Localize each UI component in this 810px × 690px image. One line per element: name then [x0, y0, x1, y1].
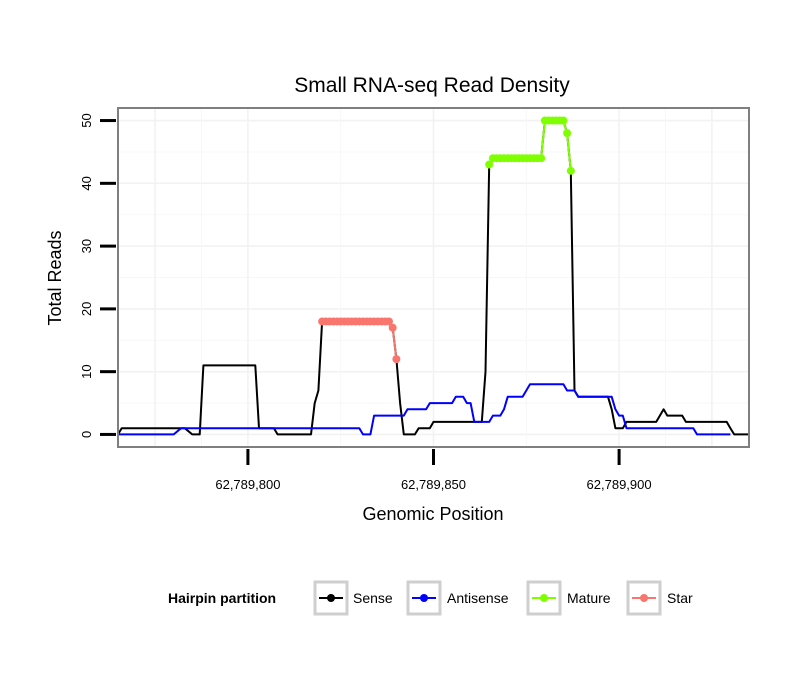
- x-tick-label: 62,789,850: [401, 477, 466, 492]
- legend-label-antisense: Antisense: [447, 590, 509, 606]
- legend-key-point: [327, 594, 335, 602]
- star-point: [384, 317, 393, 326]
- plot-panel-border: [117, 107, 750, 448]
- mature-point: [485, 160, 494, 169]
- chart-title: Small RNA-seq Read Density: [294, 74, 570, 97]
- mature-point: [537, 154, 546, 163]
- legend-label-star: Star: [667, 590, 693, 606]
- mature-line: [488, 119, 572, 171]
- antisense-line: [118, 383, 731, 436]
- series-mature: [485, 116, 575, 175]
- y-tick-label: 0: [79, 431, 94, 438]
- legend-label-sense: Sense: [353, 590, 393, 606]
- grid: [118, 108, 749, 447]
- axes: 0 10 20 30 40 50 62,789,800 62,789,850 62,789,90…: [79, 113, 652, 492]
- legend-entry-mature: Mature: [526, 580, 611, 616]
- legend-key-point: [540, 594, 548, 602]
- y-tick-label: 40: [79, 176, 94, 190]
- legend-title: Hairpin partition: [168, 590, 276, 606]
- mature-point: [559, 116, 568, 125]
- legend-entry-antisense: Antisense: [406, 580, 509, 616]
- star-point: [392, 355, 401, 364]
- star-point: [388, 323, 397, 332]
- series-area: [117, 116, 749, 436]
- legend: Hairpin partition Sense Antisense Mature St…: [168, 580, 693, 616]
- mature-point: [566, 166, 575, 175]
- x-tick-label: 62,789,800: [215, 477, 280, 492]
- mature-point: [563, 129, 572, 138]
- legend-entry-sense: Sense: [313, 580, 393, 616]
- y-axis-title: Total Reads: [45, 230, 65, 325]
- legend-label-mature: Mature: [567, 590, 611, 606]
- legend-entry-star: Star: [626, 580, 693, 616]
- y-tick-label: 10: [79, 364, 94, 378]
- legend-key-point: [420, 594, 428, 602]
- x-axis-title: Genomic Position: [362, 504, 503, 524]
- y-tick-label: 30: [79, 239, 94, 253]
- y-tick-label: 20: [79, 302, 94, 316]
- series-antisense: [118, 383, 731, 436]
- y-tick-label: 50: [79, 113, 94, 127]
- x-tick-label: 62,789,900: [587, 477, 652, 492]
- series-star: [318, 317, 401, 364]
- legend-key-point: [640, 594, 648, 602]
